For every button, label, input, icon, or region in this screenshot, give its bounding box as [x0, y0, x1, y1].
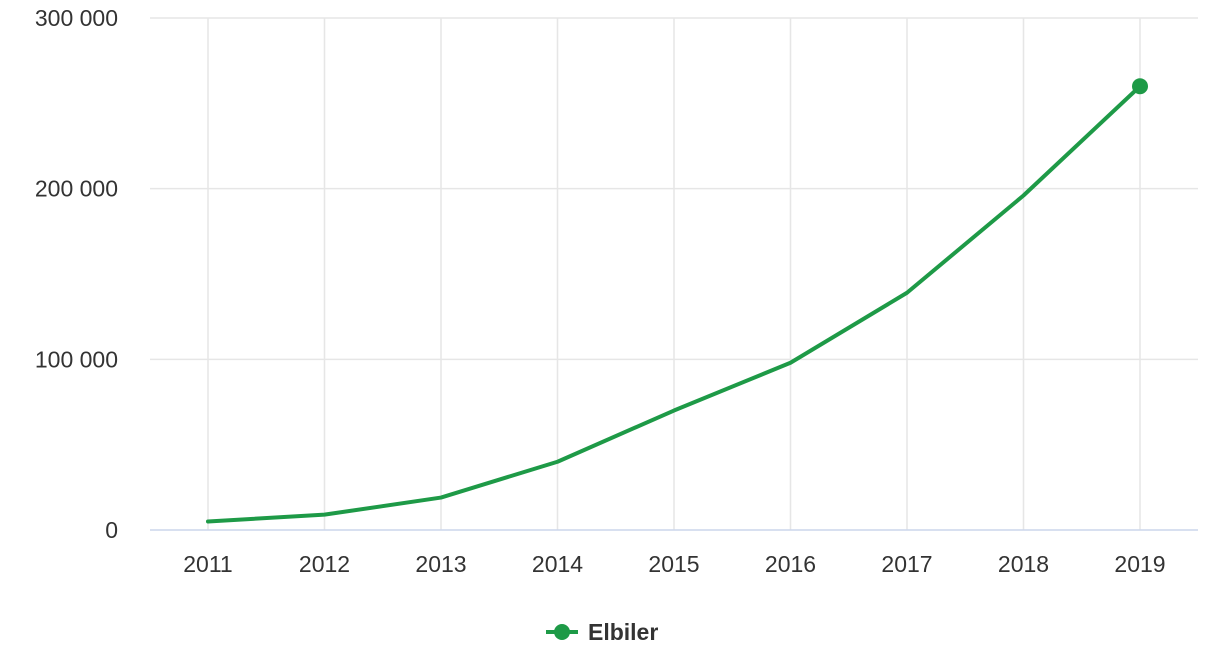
data-point[interactable]: [204, 517, 212, 525]
data-point[interactable]: [1020, 191, 1028, 199]
series-line[interactable]: [206, 84, 1142, 524]
y-tick-label: 100 000: [35, 346, 118, 372]
axes: 0 100 000 200 000 300 000 2011 2012 2013 2014 20…: [35, 5, 1198, 577]
data-point[interactable]: [1132, 78, 1148, 95]
data-point[interactable]: [437, 494, 445, 502]
x-tick-label: 2014: [532, 551, 583, 577]
x-tick-label: 2011: [183, 551, 232, 577]
y-tick-label: 300 000: [35, 5, 118, 31]
data-point[interactable]: [903, 289, 911, 297]
x-tick-label: 2013: [415, 551, 466, 577]
y-tick-label: 200 000: [35, 176, 118, 202]
data-point[interactable]: [321, 511, 329, 519]
legend-marker-icon: [554, 624, 570, 640]
data-point[interactable]: [787, 359, 795, 367]
series-elbiler: [204, 78, 1148, 525]
data-point[interactable]: [670, 407, 678, 415]
x-tick-label: 2016: [765, 551, 816, 577]
y-tick-label: 0: [105, 517, 118, 543]
grid: [150, 17, 1198, 530]
data-point[interactable]: [554, 458, 562, 466]
x-tick-label: 2017: [881, 551, 932, 577]
legend[interactable]: Elbiler: [546, 619, 658, 645]
x-tick-label: 2019: [1114, 551, 1165, 577]
legend-label[interactable]: Elbiler: [588, 619, 658, 645]
x-tick-label: 2012: [299, 551, 350, 577]
x-tick-label: 2018: [998, 551, 1049, 577]
x-tick-label: 2015: [648, 551, 699, 577]
